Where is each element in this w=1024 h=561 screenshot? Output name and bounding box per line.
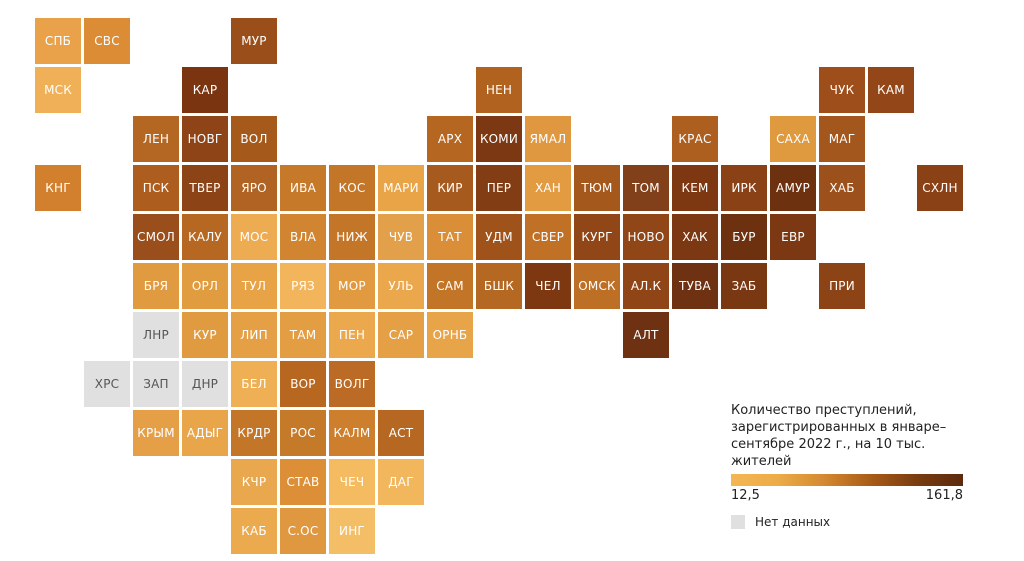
legend: Количество преступлений, зарегистрирован… <box>731 402 971 529</box>
region-tile-аст: АСТ <box>378 410 424 456</box>
region-tile-кчр: КЧР <box>231 459 277 505</box>
region-tile-спб: СПБ <box>35 18 81 64</box>
region-tile-бел: БЕЛ <box>231 361 277 407</box>
region-tile-чув: ЧУВ <box>378 214 424 260</box>
region-tile-ряз: РЯЗ <box>280 263 326 309</box>
region-tile-волг: ВОЛГ <box>329 361 375 407</box>
region-tile-бур: БУР <box>721 214 767 260</box>
region-tile-кем: КЕМ <box>672 165 718 211</box>
region-tile-лен: ЛЕН <box>133 116 179 162</box>
region-tile-с.ос: С.ОС <box>280 508 326 554</box>
region-tile-пск: ПСК <box>133 165 179 211</box>
region-tile-тюм: ТЮМ <box>574 165 620 211</box>
region-tile-кур: КУР <box>182 312 228 358</box>
region-tile-при: ПРИ <box>819 263 865 309</box>
region-tile-вол: ВОЛ <box>231 116 277 162</box>
region-tile-рос: РОС <box>280 410 326 456</box>
legend-ticks: 12,5 161,8 <box>731 488 963 503</box>
region-tile-маг: МАГ <box>819 116 865 162</box>
region-tile-чук: ЧУК <box>819 67 865 113</box>
region-tile-новг: НОВГ <box>182 116 228 162</box>
legend-title: Количество преступлений, зарегистрирован… <box>731 403 947 469</box>
region-tile-инг: ИНГ <box>329 508 375 554</box>
region-tile-адыг: АДЫГ <box>182 410 228 456</box>
region-tile-бря: БРЯ <box>133 263 179 309</box>
region-tile-кос: КОС <box>329 165 375 211</box>
region-tile-зап: ЗАП <box>133 361 179 407</box>
region-tile-вор: ВОР <box>280 361 326 407</box>
region-tile-сам: САМ <box>427 263 473 309</box>
region-tile-тул: ТУЛ <box>231 263 277 309</box>
region-tile-тува: ТУВА <box>672 263 718 309</box>
region-tile-мос: МОС <box>231 214 277 260</box>
legend-max-label: 161,8 <box>925 488 963 503</box>
region-tile-свс: СВС <box>84 18 130 64</box>
region-tile-схлн: СХЛН <box>917 165 963 211</box>
region-tile-лнр: ЛНР <box>133 312 179 358</box>
region-tile-кам: КАМ <box>868 67 914 113</box>
region-tile-удм: УДМ <box>476 214 522 260</box>
region-tile-калу: КАЛУ <box>182 214 228 260</box>
region-tile-алт: АЛТ <box>623 312 669 358</box>
region-tile-том: ТОМ <box>623 165 669 211</box>
region-tile-тат: ТАТ <box>427 214 473 260</box>
region-tile-кир: КИР <box>427 165 473 211</box>
legend-nodata: Нет данных <box>731 515 971 529</box>
region-tile-лип: ЛИП <box>231 312 277 358</box>
region-tile-хрс: ХРС <box>84 361 130 407</box>
region-tile-даг: ДАГ <box>378 459 424 505</box>
region-tile-калм: КАЛМ <box>329 410 375 456</box>
region-tile-днр: ДНР <box>182 361 228 407</box>
region-tile-крдр: КРДР <box>231 410 277 456</box>
region-tile-арх: АРХ <box>427 116 473 162</box>
legend-min-label: 12,5 <box>731 488 760 503</box>
region-tile-ниж: НИЖ <box>329 214 375 260</box>
region-tile-мур: МУР <box>231 18 277 64</box>
region-tile-вла: ВЛА <box>280 214 326 260</box>
region-tile-саха: САХА <box>770 116 816 162</box>
region-tile-кнг: КНГ <box>35 165 81 211</box>
region-tile-нен: НЕН <box>476 67 522 113</box>
region-tile-ямал: ЯМАЛ <box>525 116 571 162</box>
region-tile-свер: СВЕР <box>525 214 571 260</box>
region-tile-пен: ПЕН <box>329 312 375 358</box>
region-tile-ива: ИВА <box>280 165 326 211</box>
region-tile-крым: КРЫМ <box>133 410 179 456</box>
region-tile-коми: КОМИ <box>476 116 522 162</box>
region-tile-амур: АМУР <box>770 165 816 211</box>
region-tile-сар: САР <box>378 312 424 358</box>
region-tile-став: СТАВ <box>280 459 326 505</box>
region-tile-бшк: БШК <box>476 263 522 309</box>
region-tile-пер: ПЕР <box>476 165 522 211</box>
region-tile-твер: ТВЕР <box>182 165 228 211</box>
region-tile-там: ТАМ <box>280 312 326 358</box>
region-tile-кург: КУРГ <box>574 214 620 260</box>
region-tile-заб: ЗАБ <box>721 263 767 309</box>
legend-nodata-label: Нет данных <box>755 515 831 529</box>
region-tile-кар: КАР <box>182 67 228 113</box>
region-tile-крас: КРАС <box>672 116 718 162</box>
region-tile-орнб: ОРНБ <box>427 312 473 358</box>
region-tile-яро: ЯРО <box>231 165 277 211</box>
region-tile-уль: УЛЬ <box>378 263 424 309</box>
region-tile-каб: КАБ <box>231 508 277 554</box>
region-tile-орл: ОРЛ <box>182 263 228 309</box>
region-tile-ал.к: АЛ.К <box>623 263 669 309</box>
region-tile-ирк: ИРК <box>721 165 767 211</box>
region-tile-смол: СМОЛ <box>133 214 179 260</box>
nodata-swatch <box>731 515 745 529</box>
region-tile-омск: ОМСК <box>574 263 620 309</box>
region-tile-мари: МАРИ <box>378 165 424 211</box>
region-tile-чеч: ЧЕЧ <box>329 459 375 505</box>
region-tile-мск: МСК <box>35 67 81 113</box>
legend-color-bar <box>731 474 963 486</box>
region-tile-ново: НОВО <box>623 214 669 260</box>
region-tile-чел: ЧЕЛ <box>525 263 571 309</box>
region-tile-евр: ЕВР <box>770 214 816 260</box>
region-tile-хаб: ХАБ <box>819 165 865 211</box>
region-tile-хан: ХАН <box>525 165 571 211</box>
region-tile-мор: МОР <box>329 263 375 309</box>
region-tile-хак: ХАК <box>672 214 718 260</box>
